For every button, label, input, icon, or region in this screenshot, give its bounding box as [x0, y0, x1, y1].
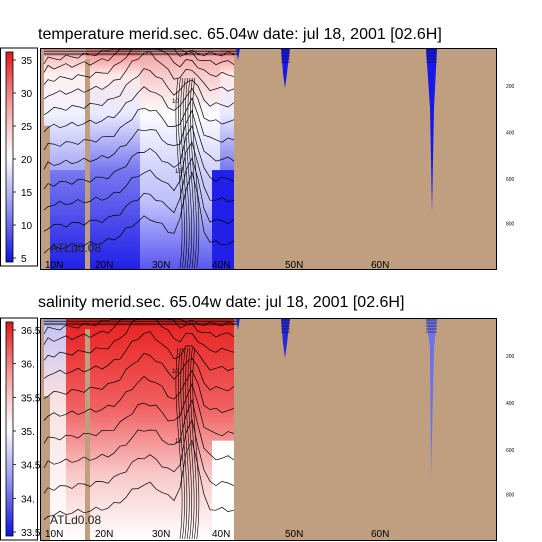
- island-strip: [85, 59, 90, 270]
- colorbar-tick-label: 36.: [21, 360, 35, 371]
- colorbar-tick-label: 34.5: [21, 461, 41, 472]
- colorbar-tick-label: 20: [21, 155, 33, 166]
- colorbar-tick-label: 5: [21, 254, 27, 265]
- contour-line: [43, 141, 235, 211]
- inlet: [281, 318, 290, 358]
- chart-title: salinity merid.sec. 65.04w date: jul 18,…: [38, 294, 404, 311]
- inlet: [426, 318, 437, 478]
- plot-frame: [40, 48, 497, 270]
- x-tick-label: 30N: [152, 529, 170, 540]
- colorbar-tick-label: 35.: [21, 427, 35, 438]
- y-tick-label: 400: [506, 131, 515, 137]
- contour-label: 15: [175, 439, 182, 445]
- contour-line: [43, 352, 235, 399]
- contour-label: 10: [172, 369, 179, 375]
- x-tick-label: 20N: [95, 529, 113, 540]
- contour-line: [182, 77, 190, 269]
- colorbar: [5, 321, 14, 537]
- contour-line: [180, 77, 188, 269]
- contour-line: [190, 77, 197, 269]
- island-strip: [44, 125, 50, 270]
- contour-label: 10: [172, 99, 179, 105]
- inlet: [236, 48, 240, 60]
- contour-line: [178, 347, 185, 540]
- contour-line: [175, 347, 183, 540]
- contour-line: [185, 347, 192, 540]
- contour-line: [43, 439, 235, 520]
- contour-line: [43, 50, 235, 100]
- contour-line: [192, 347, 200, 540]
- y-tick-label: 800: [506, 222, 515, 228]
- contour-line: [43, 68, 235, 116]
- colorbar-tick-label: 36.5: [21, 326, 41, 337]
- contour-label: 15: [175, 169, 182, 175]
- x-tick-label: 10N: [45, 529, 63, 540]
- y-tick-label: 600: [506, 177, 515, 183]
- colorbar-tick-label: 35.5: [21, 393, 41, 404]
- y-tick-label: 600: [506, 448, 515, 454]
- y-tick-label: 400: [506, 401, 515, 407]
- x-tick-label: 40N: [212, 260, 230, 271]
- y-tick-label: 200: [506, 84, 515, 90]
- x-tick-label: 20N: [95, 260, 113, 271]
- contour-line: [43, 157, 235, 232]
- chart-title: temperature merid.sec. 65.04w date: jul …: [38, 26, 442, 43]
- contour-line: [43, 109, 235, 170]
- chart-panel-2: salinity merid.sec. 65.04w date: jul 18,…: [0, 294, 515, 541]
- contour-line: [175, 77, 183, 269]
- contour-line: [43, 418, 235, 494]
- ocean-field-north: [212, 440, 234, 541]
- contour-line: [187, 77, 195, 269]
- colorbar: [5, 51, 14, 263]
- plot-frame: [40, 318, 497, 541]
- contour-line: [43, 398, 235, 469]
- inlet: [236, 318, 240, 330]
- contour-line: [187, 347, 195, 540]
- chart-panel-1: temperature merid.sec. 65.04w date: jul …: [0, 26, 515, 271]
- model-annotation: ATLd0.08: [50, 241, 101, 255]
- colorbar-tick-label: 30: [21, 89, 33, 100]
- contour-line: [43, 97, 235, 151]
- model-annotation: ATLd0.08: [50, 513, 101, 527]
- contour-line: [43, 331, 235, 379]
- x-tick-label: 60N: [371, 260, 389, 271]
- x-tick-label: 10N: [45, 260, 63, 271]
- contour-line: [192, 77, 200, 269]
- y-tick-label: 800: [506, 492, 515, 498]
- contour-line: [43, 86, 235, 133]
- ocean-field-south: [44, 48, 86, 171]
- x-tick-label: 60N: [371, 529, 389, 540]
- colorbar-tick-label: 33.5: [21, 528, 41, 539]
- contour-line: [43, 124, 235, 190]
- contour-line: [185, 77, 192, 269]
- island-strip: [85, 329, 90, 541]
- y-tick-label: 200: [506, 354, 515, 360]
- inlet: [281, 48, 290, 88]
- island-strip: [44, 396, 50, 541]
- colorbar-tick-label: 35: [21, 56, 33, 67]
- contour-line: [43, 369, 235, 421]
- x-tick-label: 50N: [285, 529, 303, 540]
- contour-line: [180, 347, 188, 540]
- contour-line: [43, 171, 235, 254]
- ocean-field-mid: [140, 48, 220, 270]
- colorbar-tick-label: 34.: [21, 494, 35, 505]
- x-tick-label: 40N: [212, 529, 230, 540]
- contour-line: [182, 347, 190, 540]
- colorbar-tick-label: 10: [21, 221, 33, 232]
- contour-line: [43, 382, 235, 444]
- ocean-field-mid: [140, 318, 220, 541]
- colorbar-tick-label: 25: [21, 122, 33, 133]
- contour-line: [178, 77, 185, 269]
- x-tick-label: 30N: [152, 260, 170, 271]
- inlet: [426, 48, 437, 213]
- x-tick-label: 50N: [285, 260, 303, 271]
- ocean-field-north: [212, 170, 234, 270]
- colorbar-tick-label: 15: [21, 188, 33, 199]
- contour-line: [190, 347, 197, 540]
